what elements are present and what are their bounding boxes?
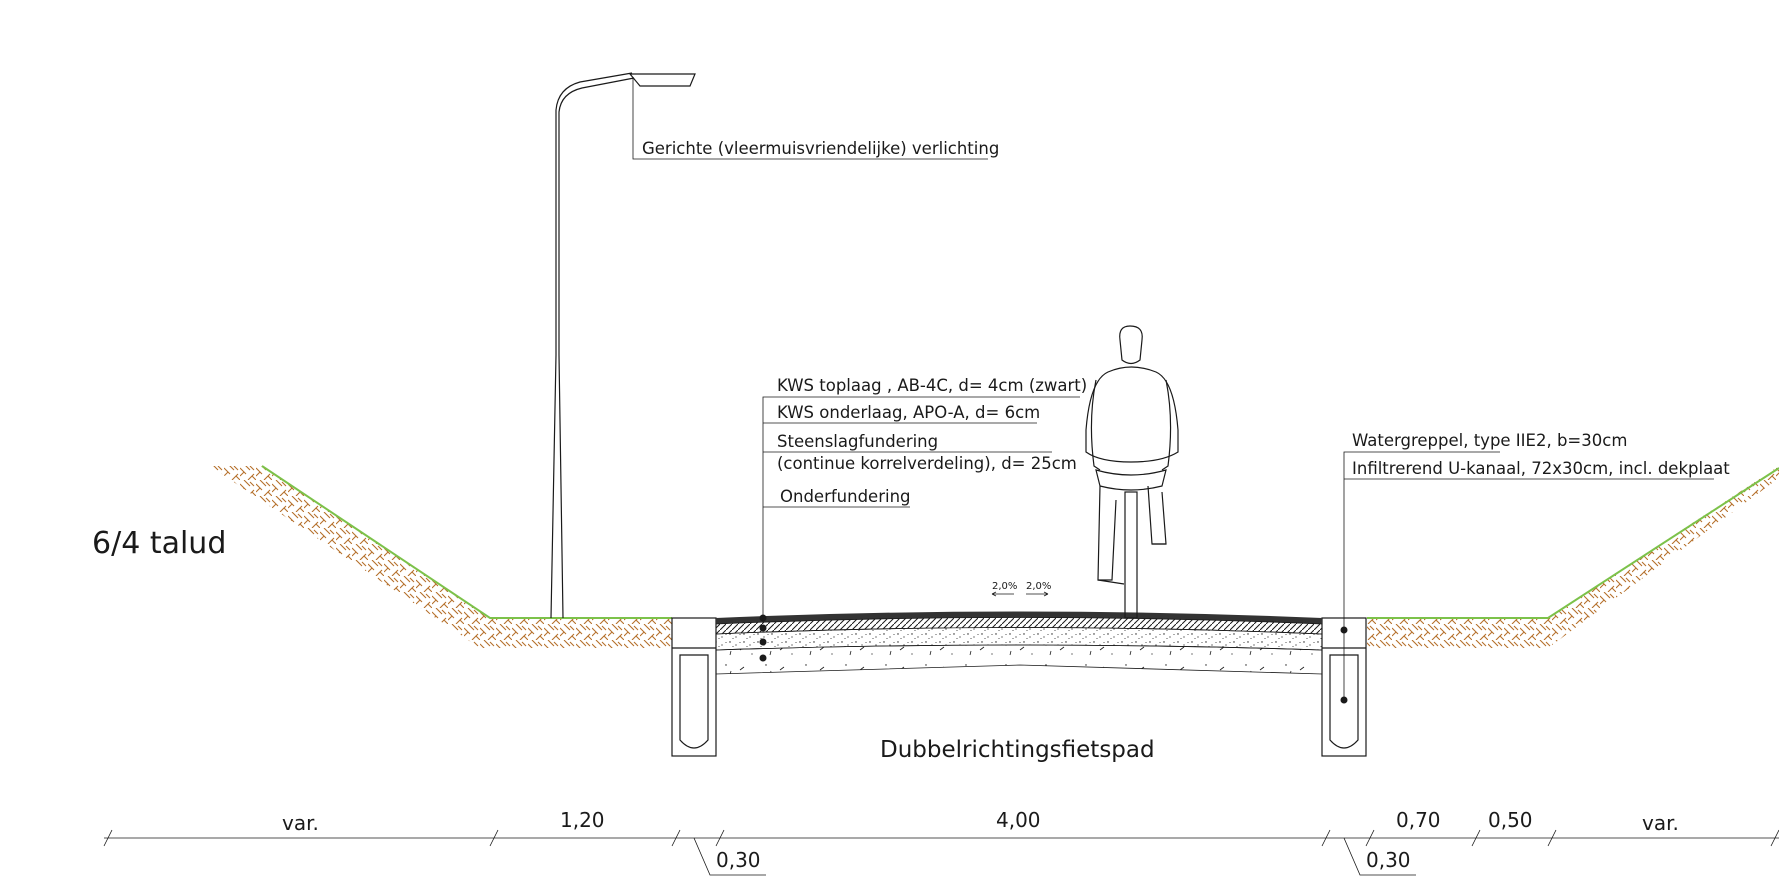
cyclist-head bbox=[1119, 325, 1143, 365]
dim-var-left: var. bbox=[282, 811, 319, 835]
layer-top-label: KWS toplaag , AB-4C, d= 4cm (zwart) bbox=[777, 376, 1087, 395]
subbase bbox=[715, 644, 1323, 675]
slope-indicators: 2,0% 2,0% bbox=[991, 581, 1051, 597]
left-slope-soil bbox=[210, 466, 672, 648]
dim-0-30-left: 0,30 bbox=[716, 848, 761, 872]
left-embankment bbox=[210, 465, 672, 648]
right-gutter-channel bbox=[1329, 654, 1359, 749]
talud-label: 6/4 talud bbox=[92, 526, 226, 561]
cyclist-arm-left bbox=[1090, 379, 1101, 471]
slope-left-label: 2,0% bbox=[992, 581, 1017, 592]
bike-wheel bbox=[1124, 491, 1138, 619]
dim-1-20: 1,20 bbox=[560, 808, 605, 832]
right-embankment bbox=[1367, 466, 1779, 648]
layer-gravel-label: Steenslagfundering bbox=[777, 432, 938, 451]
slope-right-label: 2,0% bbox=[1026, 581, 1051, 592]
cyclist-torso bbox=[1085, 366, 1179, 463]
dim-var-right: var. bbox=[1642, 811, 1679, 835]
left-gutter-block bbox=[671, 617, 717, 757]
layer-subbase-label: Onderfundering bbox=[780, 487, 911, 506]
lamp-pole-inner bbox=[558, 77, 635, 619]
left-gutter bbox=[671, 617, 717, 757]
right-slope-soil bbox=[1367, 466, 1779, 648]
lighting-leader bbox=[632, 78, 988, 160]
pavement bbox=[715, 611, 1323, 675]
road-name-label: Dubbelrichtingsfietspad bbox=[880, 737, 1155, 763]
cyclist-leg-right bbox=[1147, 485, 1167, 545]
dim-4-00: 4,00 bbox=[996, 808, 1041, 832]
right-slope-grass bbox=[1367, 467, 1779, 619]
layer-gravel-sub-label: (continue korrelverdeling), d= 25cm bbox=[777, 454, 1077, 473]
dim-0-30-right: 0,30 bbox=[1366, 848, 1411, 872]
layer-base-label: KWS onderlaag, APO-A, d= 6cm bbox=[777, 403, 1040, 422]
bike-handlebar bbox=[1095, 469, 1167, 491]
u-channel-label: Infiltrerend U-kanaal, 72x30cm, incl. de… bbox=[1352, 459, 1730, 478]
gutter-label: Watergreppel, type IIE2, b=30cm bbox=[1352, 431, 1627, 450]
drainage-leaders bbox=[1343, 451, 1714, 700]
left-slope-grass bbox=[261, 465, 672, 619]
lighting-label: Gerichte (vleermuisvriendelijke) verlich… bbox=[642, 139, 999, 158]
lamp-pole bbox=[550, 72, 633, 619]
cyclist-leg-left bbox=[1097, 485, 1117, 581]
dim-0-50: 0,50 bbox=[1488, 808, 1533, 832]
left-gutter-channel bbox=[679, 654, 709, 749]
asphalt-top-layer bbox=[716, 611, 1322, 624]
street-light bbox=[550, 72, 696, 619]
cyclist-arm-right bbox=[1161, 379, 1172, 471]
pavement-leaders bbox=[762, 396, 1080, 618]
cyclist-figure bbox=[1085, 325, 1179, 619]
dimension-line bbox=[103, 829, 1779, 876]
dim-0-70: 0,70 bbox=[1396, 808, 1441, 832]
lamp-head bbox=[628, 73, 696, 87]
